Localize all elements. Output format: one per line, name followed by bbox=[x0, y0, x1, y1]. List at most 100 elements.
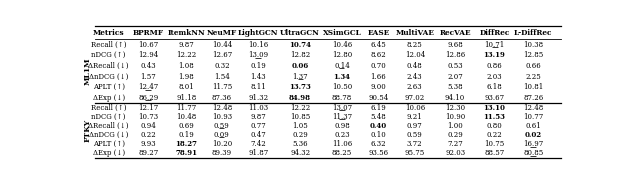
Text: 1.00: 1.00 bbox=[447, 122, 463, 130]
Text: 12.82: 12.82 bbox=[290, 51, 310, 59]
Text: 97.02: 97.02 bbox=[404, 94, 425, 102]
Text: APLT (↑): APLT (↑) bbox=[93, 140, 125, 148]
Text: ΔRecall (↓): ΔRecall (↓) bbox=[88, 122, 129, 130]
Text: 91.32: 91.32 bbox=[248, 94, 268, 102]
Text: 1.54: 1.54 bbox=[214, 73, 230, 81]
Text: 0.32: 0.32 bbox=[214, 62, 230, 70]
Text: 95.75: 95.75 bbox=[404, 149, 425, 157]
Text: 90.54: 90.54 bbox=[368, 94, 388, 102]
Text: 5.36: 5.36 bbox=[292, 140, 308, 148]
Text: ItemkNN: ItemkNN bbox=[167, 29, 205, 37]
Text: 0.69: 0.69 bbox=[179, 122, 194, 130]
Text: 12.30: 12.30 bbox=[445, 104, 465, 112]
Text: 13.09: 13.09 bbox=[248, 51, 268, 59]
Text: 88.25: 88.25 bbox=[332, 149, 352, 157]
Text: L-DiffRec: L-DiffRec bbox=[514, 29, 552, 37]
Text: 0.59: 0.59 bbox=[214, 122, 230, 130]
Text: 0.10: 0.10 bbox=[371, 131, 387, 139]
Text: 0.98: 0.98 bbox=[334, 122, 350, 130]
Text: 11.75: 11.75 bbox=[212, 83, 232, 91]
Text: EASE: EASE bbox=[367, 29, 390, 37]
Text: 1.57: 1.57 bbox=[140, 73, 156, 81]
Text: 1.08: 1.08 bbox=[179, 62, 194, 70]
Text: 9.21: 9.21 bbox=[407, 113, 422, 121]
Text: 1.43: 1.43 bbox=[250, 73, 266, 81]
Text: 1.66: 1.66 bbox=[371, 73, 387, 81]
Text: 6.45: 6.45 bbox=[371, 41, 387, 49]
Text: 0.22: 0.22 bbox=[140, 131, 156, 139]
Text: 89.39: 89.39 bbox=[212, 149, 232, 157]
Text: 10.44: 10.44 bbox=[212, 41, 232, 49]
Text: 7.27: 7.27 bbox=[447, 140, 463, 148]
Text: 12.80: 12.80 bbox=[332, 51, 352, 59]
Text: 2.25: 2.25 bbox=[525, 73, 541, 81]
Text: Recall (↑): Recall (↑) bbox=[91, 104, 127, 112]
Text: 18.27: 18.27 bbox=[175, 140, 197, 148]
Text: 12.86: 12.86 bbox=[445, 51, 465, 59]
Text: 0.48: 0.48 bbox=[407, 62, 422, 70]
Text: 0.66: 0.66 bbox=[525, 62, 541, 70]
Text: 0.97: 0.97 bbox=[407, 122, 422, 130]
Text: APLT (↑): APLT (↑) bbox=[93, 83, 125, 91]
Text: ΔExp (↓): ΔExp (↓) bbox=[93, 94, 125, 102]
Text: 12.22: 12.22 bbox=[176, 51, 196, 59]
Text: 12.22: 12.22 bbox=[290, 104, 310, 112]
Text: 13.73: 13.73 bbox=[289, 83, 311, 91]
Text: 16.97: 16.97 bbox=[524, 140, 543, 148]
Text: 11.37: 11.37 bbox=[332, 113, 352, 121]
Text: 5.38: 5.38 bbox=[447, 83, 463, 91]
Text: ML1M: ML1M bbox=[84, 58, 92, 85]
Text: 1.34: 1.34 bbox=[333, 73, 351, 81]
Text: 10.90: 10.90 bbox=[445, 113, 465, 121]
Text: 92.03: 92.03 bbox=[445, 149, 465, 157]
Text: 8.11: 8.11 bbox=[250, 83, 266, 91]
Text: 9.93: 9.93 bbox=[140, 140, 156, 148]
Text: 84.98: 84.98 bbox=[289, 94, 311, 102]
Text: 89.27: 89.27 bbox=[138, 149, 158, 157]
Text: 0.94: 0.94 bbox=[140, 122, 156, 130]
Text: 80.85: 80.85 bbox=[524, 149, 543, 157]
Text: Recall (↑): Recall (↑) bbox=[91, 41, 127, 49]
Text: 13.07: 13.07 bbox=[332, 104, 352, 112]
Text: 2.07: 2.07 bbox=[447, 73, 463, 81]
Text: 5.48: 5.48 bbox=[371, 113, 387, 121]
Text: 11.77: 11.77 bbox=[176, 104, 196, 112]
Text: 1.05: 1.05 bbox=[292, 122, 308, 130]
Text: 0.22: 0.22 bbox=[487, 131, 502, 139]
Text: 93.67: 93.67 bbox=[484, 94, 505, 102]
Text: 2.63: 2.63 bbox=[407, 83, 422, 91]
Text: 11.06: 11.06 bbox=[332, 140, 352, 148]
Text: 0.19: 0.19 bbox=[250, 62, 266, 70]
Text: 0.80: 0.80 bbox=[487, 122, 502, 130]
Text: 9.68: 9.68 bbox=[447, 41, 463, 49]
Text: 0.02: 0.02 bbox=[525, 131, 542, 139]
Text: 1.98: 1.98 bbox=[179, 73, 194, 81]
Text: 10.71: 10.71 bbox=[484, 41, 505, 49]
Text: 12.48: 12.48 bbox=[212, 104, 232, 112]
Text: 3.72: 3.72 bbox=[407, 140, 422, 148]
Text: 0.09: 0.09 bbox=[214, 131, 230, 139]
Text: 6.18: 6.18 bbox=[487, 83, 502, 91]
Text: 10.81: 10.81 bbox=[524, 83, 543, 91]
Text: 78.91: 78.91 bbox=[175, 149, 197, 157]
Text: 10.74: 10.74 bbox=[289, 41, 311, 49]
Text: nDCG (↑): nDCG (↑) bbox=[92, 113, 126, 121]
Text: 0.77: 0.77 bbox=[250, 122, 266, 130]
Text: 10.50: 10.50 bbox=[332, 83, 352, 91]
Text: Metrics: Metrics bbox=[93, 29, 125, 37]
Text: XSimGCL: XSimGCL bbox=[323, 29, 362, 37]
Text: 9.87: 9.87 bbox=[250, 113, 266, 121]
Text: UltraGCN: UltraGCN bbox=[280, 29, 320, 37]
Text: 0.19: 0.19 bbox=[179, 131, 194, 139]
Text: ΔRecall (↓): ΔRecall (↓) bbox=[88, 62, 129, 70]
Text: 91.87: 91.87 bbox=[248, 149, 268, 157]
Text: 0.29: 0.29 bbox=[292, 131, 308, 139]
Text: ΔnDCG (↓): ΔnDCG (↓) bbox=[89, 73, 129, 81]
Text: 10.85: 10.85 bbox=[290, 113, 310, 121]
Text: 8.25: 8.25 bbox=[407, 41, 422, 49]
Text: 12.67: 12.67 bbox=[212, 51, 232, 59]
Text: 0.47: 0.47 bbox=[250, 131, 266, 139]
Text: 0.23: 0.23 bbox=[334, 131, 350, 139]
Text: 8.01: 8.01 bbox=[179, 83, 194, 91]
Text: 0.70: 0.70 bbox=[371, 62, 387, 70]
